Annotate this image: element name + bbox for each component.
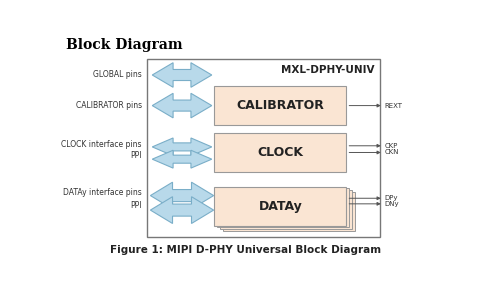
Text: CLOCK interface pins: CLOCK interface pins — [61, 140, 142, 149]
Text: Block Diagram: Block Diagram — [66, 38, 182, 52]
Text: CLOCK: CLOCK — [257, 146, 303, 159]
Bar — [215, 86, 347, 125]
Polygon shape — [152, 150, 212, 168]
Text: REXT: REXT — [384, 103, 402, 108]
Text: GLOBAL pins: GLOBAL pins — [93, 70, 142, 79]
Text: PPI: PPI — [131, 201, 142, 210]
Bar — [147, 59, 380, 237]
Bar — [217, 188, 349, 227]
Text: CKN: CKN — [384, 149, 399, 155]
Polygon shape — [152, 93, 212, 118]
Polygon shape — [152, 63, 212, 87]
Bar — [223, 192, 355, 231]
Text: MXL-DPHY-UNIV: MXL-DPHY-UNIV — [281, 65, 374, 75]
Bar — [219, 190, 352, 229]
Text: DPy: DPy — [384, 195, 398, 201]
Text: CALIBRATOR pins: CALIBRATOR pins — [76, 101, 142, 110]
Text: CKP: CKP — [384, 143, 398, 149]
Text: DNy: DNy — [384, 201, 399, 207]
Text: DATAy: DATAy — [259, 200, 302, 213]
Text: PPI: PPI — [131, 151, 142, 160]
Polygon shape — [150, 182, 214, 209]
Polygon shape — [150, 197, 214, 224]
Text: DATAy interface pins: DATAy interface pins — [63, 188, 142, 197]
Text: Figure 1: MIPI D-PHY Universal Block Diagram: Figure 1: MIPI D-PHY Universal Block Dia… — [110, 245, 382, 255]
Bar — [215, 133, 347, 172]
Bar — [215, 187, 347, 226]
Polygon shape — [152, 138, 212, 156]
Text: CALIBRATOR: CALIBRATOR — [237, 99, 324, 112]
